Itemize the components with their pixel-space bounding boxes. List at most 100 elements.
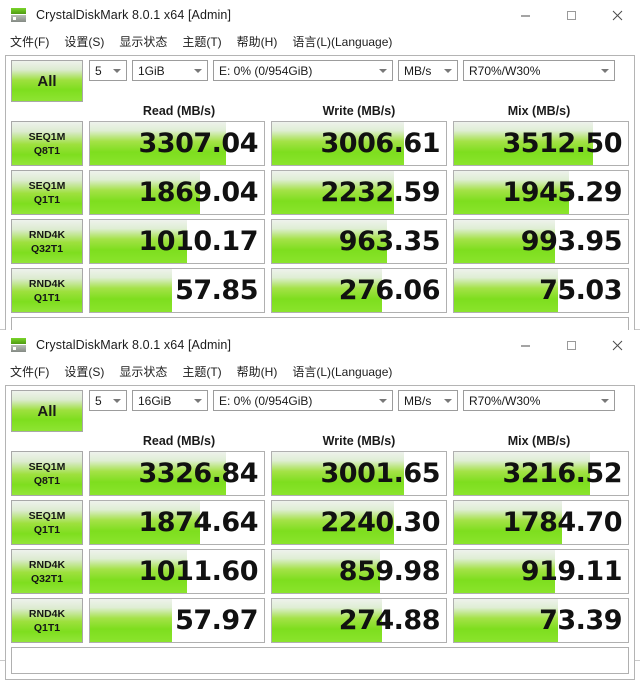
row-label-top: SEQ1M: [28, 460, 66, 473]
result-value-write: 2240.30: [320, 507, 441, 538]
row-label-rnd4k-q1t1[interactable]: RND4K Q1T1: [11, 598, 83, 643]
column-header-write: Write (MB/s): [322, 103, 396, 118]
result-cell-mix[interactable]: 3216.52: [453, 451, 629, 496]
test-count-select[interactable]: 5: [89, 60, 127, 81]
menu-item-settings[interactable]: 设置(S): [64, 364, 105, 379]
drive-select[interactable]: E: 0% (0/954GiB): [213, 390, 393, 411]
result-cell-write[interactable]: 963.35: [271, 219, 447, 264]
unit-value: MB/s: [404, 393, 432, 408]
result-cell-read[interactable]: 1010.17: [89, 219, 265, 264]
menu-item-theme[interactable]: 主题(T): [182, 34, 222, 49]
result-cell-mix[interactable]: 73.39: [453, 598, 629, 643]
bar-fill: [272, 501, 394, 544]
result-value-read: 3307.04: [138, 128, 259, 159]
result-value-write: 963.35: [338, 226, 441, 257]
menu-item-language[interactable]: 语言(L)(Language): [292, 364, 393, 379]
maximize-icon[interactable]: [548, 330, 594, 360]
result-value-mix: 993.95: [520, 226, 623, 257]
result-cell-read[interactable]: 1874.64: [89, 500, 265, 545]
bar-fill: [454, 220, 555, 263]
result-cell-mix[interactable]: 1784.70: [453, 500, 629, 545]
row-label-seq1m-q1t1[interactable]: SEQ1M Q1T1: [11, 170, 83, 215]
row-label-rnd4k-q1t1[interactable]: RND4K Q1T1: [11, 268, 83, 313]
title-bar[interactable]: CrystalDiskMark 8.0.1 x64 [Admin]: [0, 330, 640, 360]
crystaldiskmark-icon: [11, 337, 27, 353]
all-button[interactable]: All: [11, 390, 83, 432]
chevron-down-icon: [113, 398, 121, 403]
result-cell-write[interactable]: 2232.59: [271, 170, 447, 215]
test-size-select[interactable]: 16GiB: [132, 390, 208, 411]
row-label-bottom: Q8T1: [33, 474, 61, 487]
toolbar-selects: 5 1GiB E: 0% (0/954GiB) MB/s R70%/W30%: [89, 60, 629, 81]
result-cell-write[interactable]: 274.88: [271, 598, 447, 643]
bar-fill: [272, 269, 382, 312]
unit-select[interactable]: MB/s: [398, 60, 458, 81]
toolbar: All 5 1GiB E: 0% (0/954GiB) MB/s: [11, 60, 629, 102]
result-cell-write[interactable]: 2240.30: [271, 500, 447, 545]
all-button[interactable]: All: [11, 60, 83, 102]
result-cell-mix[interactable]: 3512.50: [453, 121, 629, 166]
row-label-top: RND4K: [28, 558, 66, 571]
test-count-value: 5: [95, 63, 102, 78]
bar-fill: [454, 550, 555, 593]
menu-item-file[interactable]: 文件(F): [10, 364, 50, 379]
minimize-icon[interactable]: [502, 330, 548, 360]
row-label-seq1m-q1t1[interactable]: SEQ1M Q1T1: [11, 500, 83, 545]
menu-item-language[interactable]: 语言(L)(Language): [292, 34, 393, 49]
drive-value: E: 0% (0/954GiB): [219, 393, 313, 408]
row-label-seq1m-q8t1[interactable]: SEQ1M Q8T1: [11, 121, 83, 166]
result-cell-write[interactable]: 3006.61: [271, 121, 447, 166]
title-bar[interactable]: CrystalDiskMark 8.0.1 x64 [Admin]: [0, 0, 640, 30]
chevron-down-icon: [194, 68, 202, 73]
mix-ratio-select[interactable]: R70%/W30%: [463, 60, 615, 81]
close-icon[interactable]: [594, 330, 640, 360]
result-cell-read[interactable]: 57.85: [89, 268, 265, 313]
toolbar-selects: 5 16GiB E: 0% (0/954GiB) MB/s R70%/W30%: [89, 390, 629, 411]
table-row: SEQ1M Q1T1 1874.64 2240.30 1784.70: [11, 500, 629, 545]
unit-select[interactable]: MB/s: [398, 390, 458, 411]
result-value-write: 3001.65: [320, 458, 441, 489]
result-cell-write[interactable]: 3001.65: [271, 451, 447, 496]
result-cell-write[interactable]: 276.06: [271, 268, 447, 313]
menu-item-theme[interactable]: 主题(T): [182, 364, 222, 379]
close-icon[interactable]: [594, 0, 640, 30]
result-cell-read[interactable]: 1869.04: [89, 170, 265, 215]
result-value-read: 57.97: [175, 605, 258, 636]
result-cell-read[interactable]: 3307.04: [89, 121, 265, 166]
result-cell-read[interactable]: 1011.60: [89, 549, 265, 594]
result-cell-write[interactable]: 859.98: [271, 549, 447, 594]
menu-item-display-status[interactable]: 显示状态: [119, 364, 168, 379]
result-cell-read[interactable]: 57.97: [89, 598, 265, 643]
drive-select[interactable]: E: 0% (0/954GiB): [213, 60, 393, 81]
menu-item-help[interactable]: 帮助(H): [236, 364, 278, 379]
row-label-seq1m-q8t1[interactable]: SEQ1M Q8T1: [11, 451, 83, 496]
result-cell-mix[interactable]: 919.11: [453, 549, 629, 594]
row-label-bottom: Q8T1: [33, 144, 61, 157]
menu-item-file[interactable]: 文件(F): [10, 34, 50, 49]
row-label-top: SEQ1M: [28, 509, 66, 522]
menu-item-settings[interactable]: 设置(S): [64, 34, 105, 49]
results-table: SEQ1M Q8T1 3307.04 3006.61 3512.50: [11, 121, 629, 313]
result-cell-read[interactable]: 3326.84: [89, 451, 265, 496]
mix-ratio-select[interactable]: R70%/W30%: [463, 390, 615, 411]
drive-value: E: 0% (0/954GiB): [219, 63, 313, 78]
row-label-top: RND4K: [28, 228, 66, 241]
result-value-read: 1869.04: [138, 177, 259, 208]
table-row: RND4K Q1T1 57.85 276.06 75.03: [11, 268, 629, 313]
result-cell-mix[interactable]: 993.95: [453, 219, 629, 264]
test-size-select[interactable]: 1GiB: [132, 60, 208, 81]
maximize-icon[interactable]: [548, 0, 594, 30]
result-cell-mix[interactable]: 1945.29: [453, 170, 629, 215]
row-label-rnd4k-q32t1[interactable]: RND4K Q32T1: [11, 219, 83, 264]
row-label-rnd4k-q32t1[interactable]: RND4K Q32T1: [11, 549, 83, 594]
result-cell-mix[interactable]: 75.03: [453, 268, 629, 313]
result-value-write: 276.06: [338, 275, 441, 306]
chevron-down-icon: [379, 398, 387, 403]
minimize-icon[interactable]: [502, 0, 548, 30]
menu-item-help[interactable]: 帮助(H): [236, 34, 278, 49]
bar-fill: [454, 599, 559, 642]
test-count-select[interactable]: 5: [89, 390, 127, 411]
chevron-down-icon: [379, 68, 387, 73]
menu-item-display-status[interactable]: 显示状态: [119, 34, 168, 49]
crystaldiskmark-icon: [11, 7, 27, 23]
